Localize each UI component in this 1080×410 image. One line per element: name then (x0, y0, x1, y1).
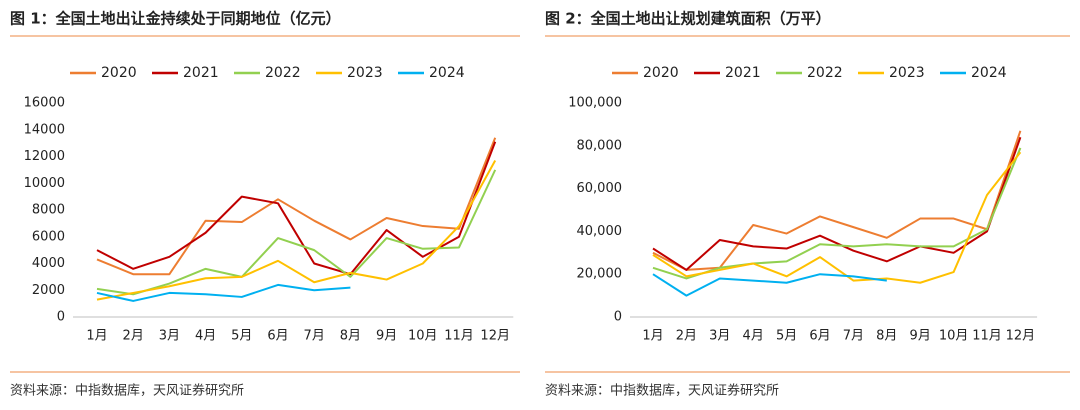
legend-label: 2021 (725, 65, 761, 81)
legend-label: 2023 (889, 65, 925, 81)
legend-label: 2020 (643, 65, 679, 81)
y-tick-label: 100,000 (568, 96, 622, 111)
series-line (96, 169, 497, 296)
series-line (96, 160, 497, 301)
chart-title: 图 2：全国土地出让规划建筑面积（万平） (545, 10, 831, 28)
y-tick-label: 6000 (32, 229, 65, 244)
legend-label: 2020 (101, 65, 137, 81)
x-tick-label: 12月 (480, 329, 510, 344)
y-tick-label: 60,000 (577, 181, 623, 196)
x-tick-label: 4月 (195, 329, 216, 344)
series-line (96, 283, 351, 302)
x-tick-label: 8月 (876, 329, 897, 344)
legend-label: 2023 (347, 65, 383, 81)
y-tick-label: 0 (57, 310, 65, 325)
series-line (96, 137, 497, 276)
x-tick-label: 1月 (86, 329, 107, 344)
y-tick-label: 14000 (24, 122, 65, 137)
x-tick-label: 2月 (676, 329, 697, 344)
y-tick-label: 0 (614, 310, 622, 325)
series-line (652, 273, 887, 297)
chart-title: 图 1：全国土地出让金持续处于同期地位（亿元） (10, 10, 341, 28)
x-tick-label: 9月 (376, 329, 397, 344)
legend-label: 2024 (429, 65, 465, 81)
x-tick-label: 7月 (304, 329, 325, 344)
legend-label: 2022 (265, 65, 301, 81)
x-tick-label: 5月 (776, 329, 797, 344)
legend-label: 2021 (183, 65, 219, 81)
x-tick-label: 1月 (642, 329, 663, 344)
x-tick-label: 6月 (809, 329, 830, 344)
x-tick-label: 5月 (231, 329, 252, 344)
y-tick-label: 10000 (24, 176, 65, 191)
y-tick-label: 40,000 (577, 224, 623, 239)
x-tick-label: 11月 (972, 329, 1002, 344)
x-tick-label: 8月 (340, 329, 361, 344)
x-tick-label: 3月 (159, 329, 180, 344)
legend-label: 2022 (807, 65, 843, 81)
y-tick-label: 2000 (32, 283, 65, 298)
series-line (96, 141, 497, 276)
source-note: 资料来源：中指数据库，天风证券研究所 (545, 383, 779, 399)
x-tick-label: 6月 (267, 329, 288, 344)
x-tick-label: 10月 (939, 329, 969, 344)
x-tick-label: 4月 (743, 329, 764, 344)
series-line (652, 147, 1022, 280)
x-tick-label: 7月 (843, 329, 864, 344)
y-tick-label: 4000 (32, 256, 65, 271)
source-note: 资料来源：中指数据库，天风证券研究所 (10, 383, 244, 399)
y-tick-label: 16000 (24, 96, 65, 111)
series-line (652, 136, 1022, 271)
x-tick-label: 11月 (444, 329, 474, 344)
y-tick-label: 8000 (32, 203, 65, 218)
y-tick-label: 12000 (24, 149, 65, 164)
y-tick-label: 20,000 (577, 267, 623, 282)
x-tick-label: 2月 (123, 329, 144, 344)
series-line (652, 151, 1022, 284)
x-tick-label: 9月 (910, 329, 931, 344)
x-tick-label: 12月 (1006, 329, 1036, 344)
series-line (652, 130, 1022, 271)
legend-label: 2024 (971, 65, 1007, 81)
y-tick-label: 80,000 (577, 138, 623, 153)
x-tick-label: 10月 (408, 329, 438, 344)
x-tick-label: 3月 (709, 329, 730, 344)
